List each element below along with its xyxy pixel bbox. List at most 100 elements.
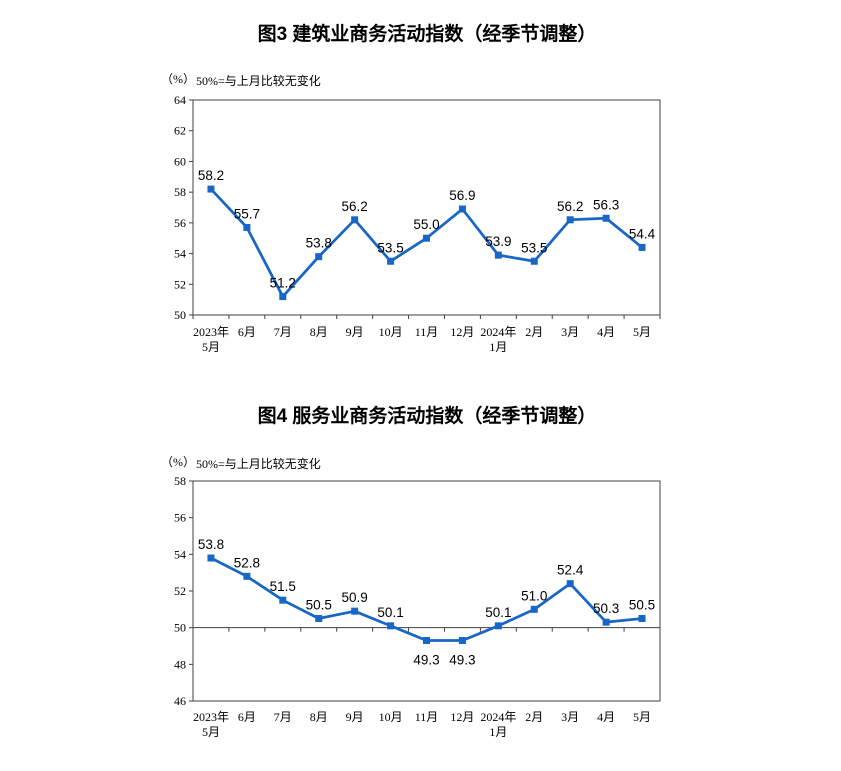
y-tick-label: 58	[174, 474, 186, 488]
x-category-label: 3月	[561, 710, 579, 724]
data-point-label: 56.2	[342, 199, 368, 214]
data-point-marker	[494, 622, 502, 630]
x-category-label: 2024年	[480, 710, 516, 724]
data-point-marker	[638, 615, 646, 622]
data-point-label: 53.8	[306, 236, 332, 251]
x-category-label: 1月	[489, 340, 507, 354]
x-category-label: 5月	[202, 340, 220, 354]
figure3-unit-label: （%）	[161, 72, 195, 86]
axes: 50 52 54 56 58 60 62 64	[174, 93, 661, 322]
x-category-label: 2月	[525, 325, 543, 339]
data-point-marker	[602, 618, 610, 626]
data-point-marker	[387, 622, 395, 630]
data-point-marker	[207, 554, 215, 562]
data-point-label: 53.8	[198, 537, 224, 552]
data-point-label: 51.0	[521, 588, 547, 603]
y-tick-label: 54	[174, 547, 186, 561]
data-point-marker	[351, 216, 359, 224]
x-category-label: 9月	[346, 710, 364, 724]
figure3-note: 50%=与上月比较无变化	[196, 74, 321, 88]
x-category-label: 2023年	[193, 325, 229, 339]
x-category-label: 7月	[274, 710, 292, 724]
data-point-marker	[243, 572, 251, 580]
data-point-labels: 58.2 55.7 51.2 53.8 56.2 53.5 55.0 56.9 53.9 53.5…	[198, 168, 656, 291]
data-point-label: 53.5	[521, 240, 547, 255]
data-point-markers	[207, 554, 646, 644]
data-point-label: 56.2	[557, 199, 583, 214]
y-tick-label: 50	[174, 308, 186, 322]
data-point-marker	[207, 185, 215, 193]
data-point-label: 56.3	[593, 197, 619, 212]
x-category-label: 4月	[597, 710, 615, 724]
figure4-unit-label: （%）	[161, 455, 195, 469]
x-category-label: 5月	[633, 710, 651, 724]
data-point-marker	[387, 257, 395, 265]
data-point-marker	[351, 607, 359, 615]
data-point-label: 53.9	[485, 234, 511, 249]
x-category-label: 10月	[379, 710, 403, 724]
data-point-label: 52.8	[234, 555, 260, 570]
y-tick-label: 62	[174, 124, 186, 138]
data-point-label: 50.1	[485, 605, 511, 620]
data-point-label: 50.3	[593, 601, 619, 616]
axes: 46 48 50 52 54 56 58	[174, 474, 661, 708]
x-category-label: 9月	[346, 325, 364, 339]
y-tick-label: 46	[174, 694, 186, 708]
x-category-label: 2023年	[193, 710, 229, 724]
data-point-label: 50.5	[306, 598, 332, 613]
data-point-marker	[530, 257, 538, 265]
x-category-label: 4月	[597, 325, 615, 339]
figure4-note: 50%=与上月比较无变化	[196, 457, 321, 471]
data-point-label: 49.3	[413, 653, 439, 668]
data-point-markers	[207, 185, 646, 301]
data-point-label: 52.4	[557, 563, 584, 578]
data-point-marker	[423, 234, 430, 242]
data-point-marker	[243, 223, 251, 231]
y-tick-label: 56	[174, 511, 186, 525]
data-point-label: 53.5	[377, 240, 403, 255]
data-point-label: 49.3	[449, 653, 475, 668]
x-category-label: 6月	[238, 325, 256, 339]
data-point-marker	[458, 637, 466, 644]
x-category-label: 7月	[274, 325, 292, 339]
x-category-label: 2024年	[480, 325, 516, 339]
x-category-label: 10月	[379, 325, 403, 339]
x-category-label: 5月	[202, 725, 220, 739]
data-point-marker	[638, 243, 646, 251]
data-point-marker	[566, 580, 574, 588]
data-point-marker	[494, 251, 502, 259]
x-category-label: 11月	[415, 325, 439, 339]
data-point-label: 55.0	[413, 217, 439, 232]
x-category-label: 8月	[310, 710, 328, 724]
y-tick-label: 54	[174, 247, 186, 261]
data-point-marker	[279, 293, 287, 301]
data-point-label: 54.4	[629, 226, 656, 241]
data-point-label: 50.5	[629, 598, 655, 613]
y-tick-label: 56	[174, 216, 186, 230]
y-tick-label: 60	[174, 154, 186, 168]
data-line	[209, 188, 643, 298]
data-point-marker	[279, 596, 287, 604]
x-category-label: 3月	[561, 325, 579, 339]
plot-border	[192, 99, 661, 316]
data-point-marker	[530, 605, 538, 613]
data-line	[210, 556, 643, 642]
figure4-title: 图4 服务业商务活动指数（经季节调整）	[257, 406, 597, 427]
data-point-marker	[315, 615, 323, 622]
data-point-label: 56.9	[449, 188, 475, 203]
data-point-marker	[423, 637, 430, 644]
x-category-label: 1月	[489, 725, 507, 739]
y-tick-label: 48	[174, 657, 186, 671]
plot-border	[192, 480, 661, 702]
data-point-label: 58.2	[198, 168, 224, 183]
y-tick-label: 58	[174, 185, 186, 199]
x-category-label: 12月	[450, 710, 474, 724]
x-category-label: 5月	[633, 325, 651, 339]
x-category-label: 11月	[415, 710, 439, 724]
y-tick-label: 52	[174, 277, 186, 291]
